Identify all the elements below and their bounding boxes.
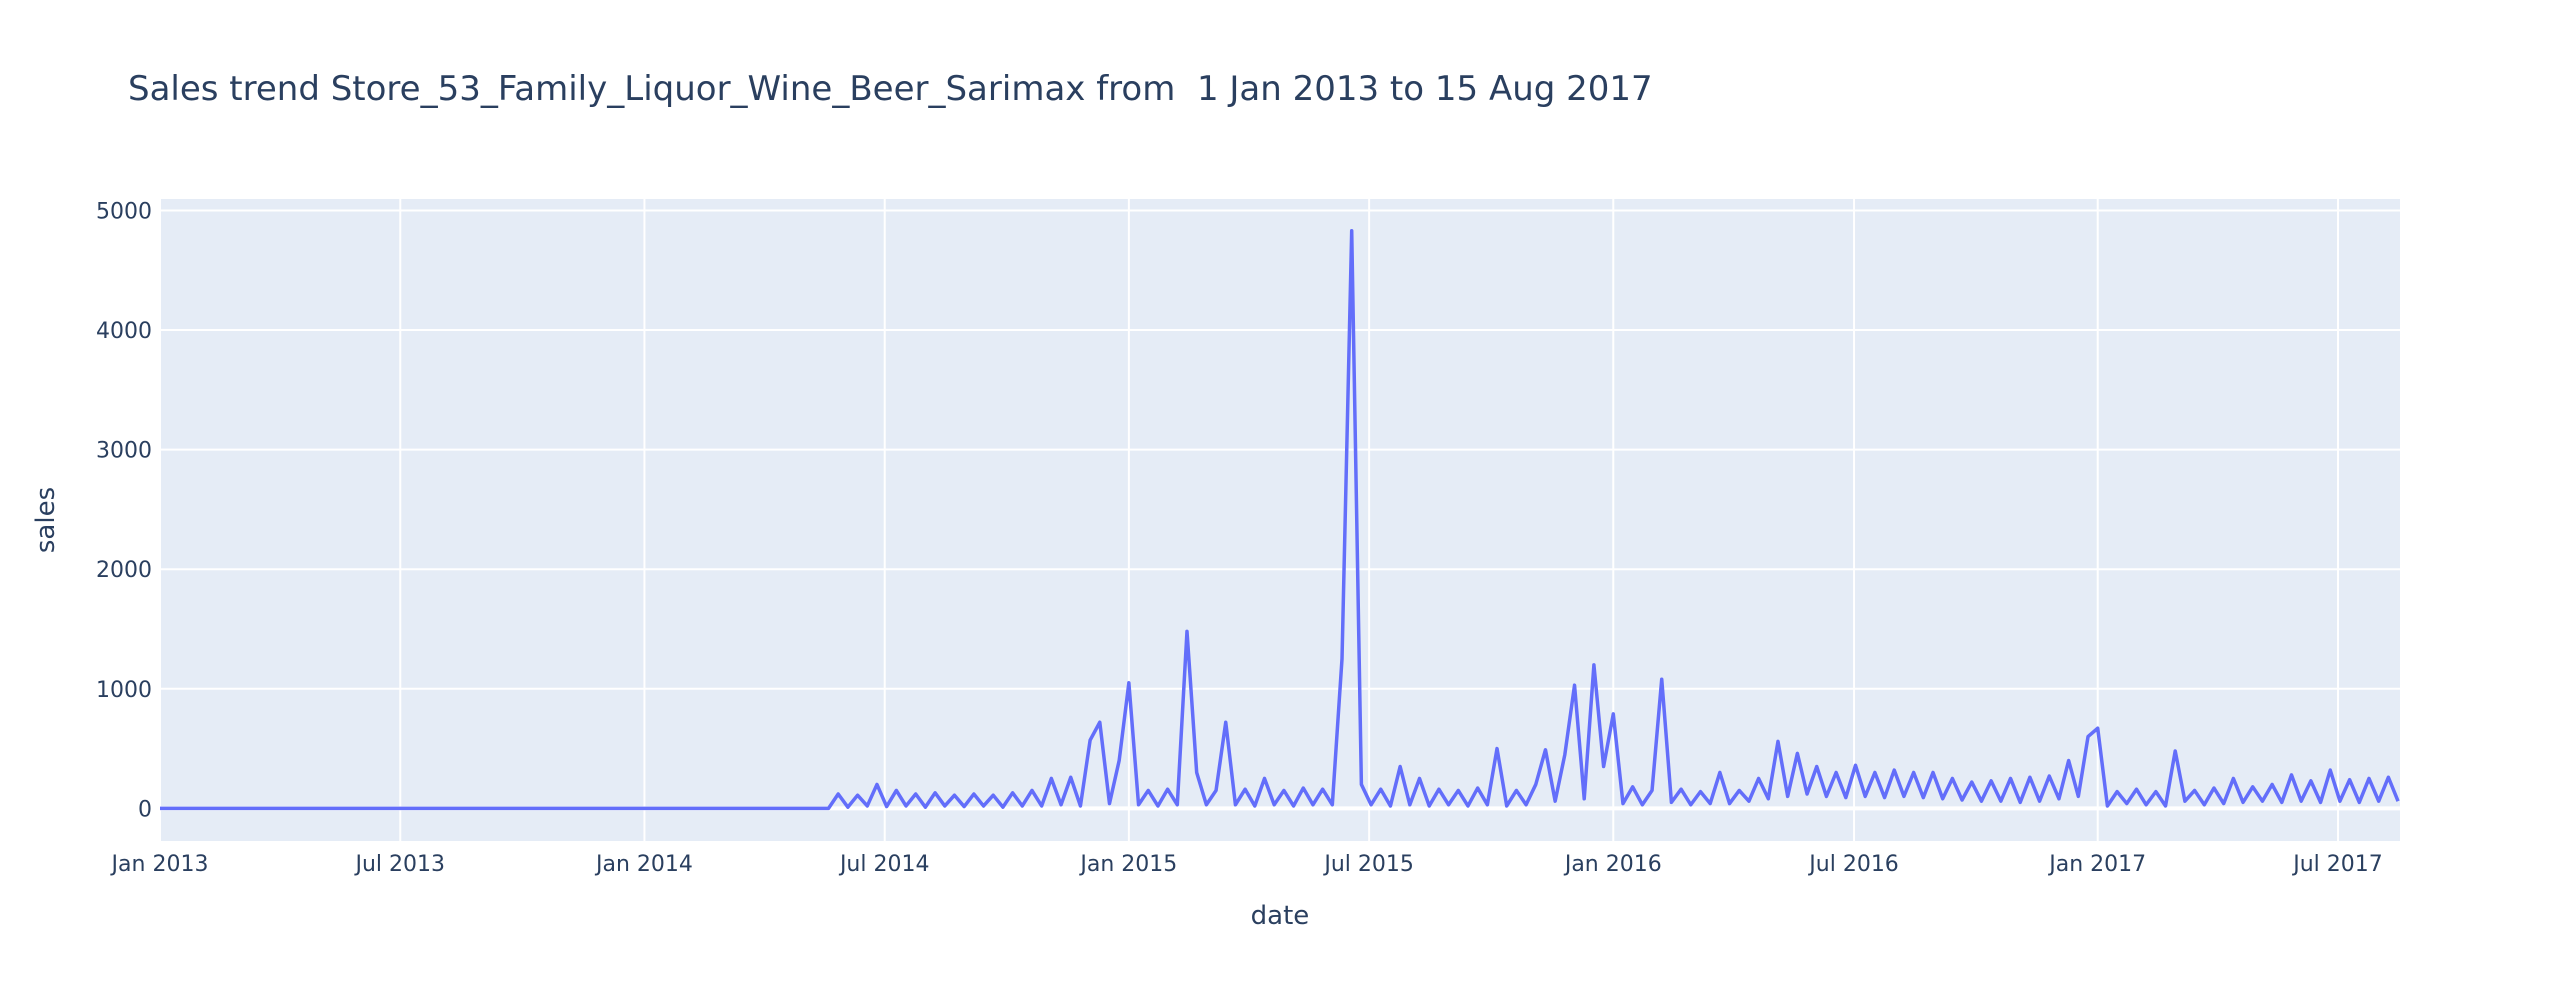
x-tick-label: Jul 2016 xyxy=(1807,852,1899,877)
x-tick-label: Jan 2016 xyxy=(1563,852,1662,877)
x-tick-label: Jul 2013 xyxy=(354,852,446,877)
y-tick-label: 3000 xyxy=(96,439,152,464)
y-tick-label: 1000 xyxy=(96,678,152,703)
x-axis-label: date xyxy=(1251,901,1310,931)
y-tick-label: 2000 xyxy=(96,558,152,583)
x-tick-label: Jan 2014 xyxy=(594,852,693,877)
x-tick-label: Jul 2017 xyxy=(2291,852,2383,877)
grid xyxy=(159,199,2400,841)
chart-title: Sales trend Store_53_Family_Liquor_Wine_… xyxy=(128,69,1653,109)
x-tick-label: Jul 2015 xyxy=(1322,852,1414,877)
x-tick-label: Jul 2014 xyxy=(838,852,930,877)
x-tick-label: Jan 2017 xyxy=(2047,852,2146,877)
x-tick-label: Jan 2015 xyxy=(1078,852,1177,877)
y-tick-label: 4000 xyxy=(96,319,152,344)
sales-line xyxy=(160,229,2400,811)
y-tick-label: 5000 xyxy=(96,199,152,224)
y-tick-label: 0 xyxy=(138,797,152,822)
marks xyxy=(160,229,2400,811)
plot-area xyxy=(160,199,2400,841)
x-tick-label: Jan 2013 xyxy=(110,852,209,877)
y-axis-label: sales xyxy=(31,487,61,553)
